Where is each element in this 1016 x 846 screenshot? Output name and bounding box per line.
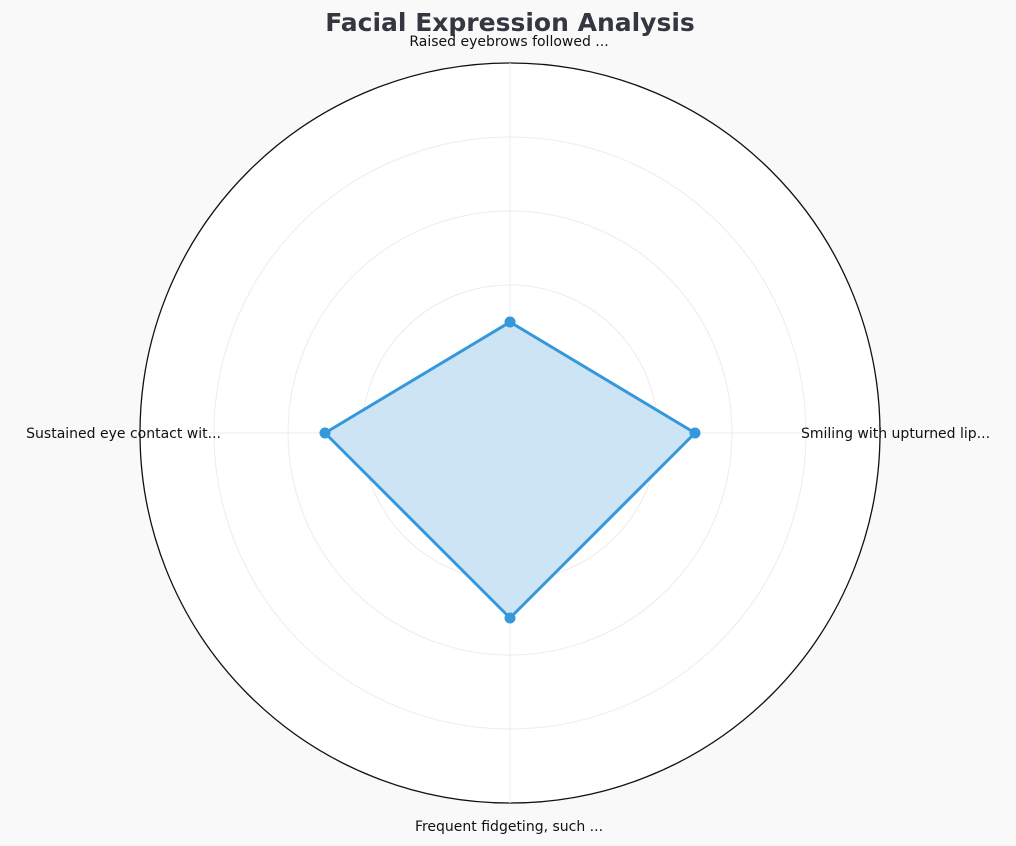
data-point-4: [504, 612, 516, 624]
axis-labels: Smiling with upturned lip... Raised eyeb…: [26, 34, 990, 835]
axis-label-raised-eyebrows: Raised eyebrows followed ...: [409, 34, 608, 50]
series-points: [319, 316, 701, 624]
axis-label-fidgeting: Frequent fidgeting, such ...: [415, 819, 603, 835]
data-point-3: [319, 427, 331, 439]
axis-label-smiling: Smiling with upturned lip...: [801, 426, 990, 442]
data-point-2: [504, 316, 516, 328]
chart-title: Facial Expression Analysis: [325, 8, 695, 37]
series-layer: [319, 316, 701, 624]
data-point-1: [689, 427, 701, 439]
series-area: [325, 322, 695, 618]
axis-label-eye-contact: Sustained eye contact wit...: [26, 426, 221, 442]
